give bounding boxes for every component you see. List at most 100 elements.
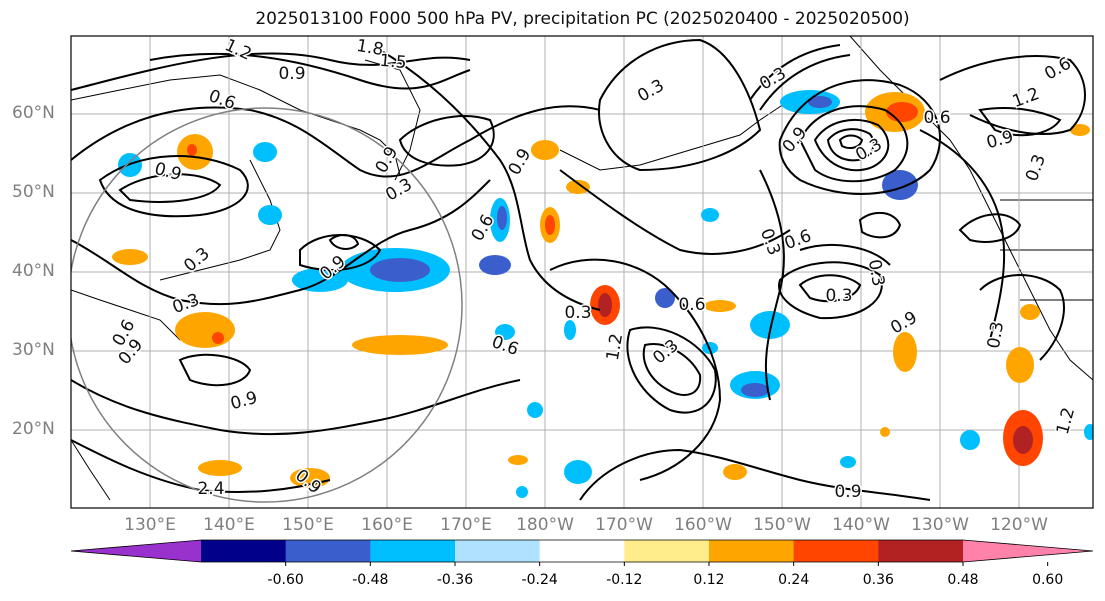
precip-negative bbox=[495, 324, 515, 340]
precip-positive-core bbox=[1013, 426, 1033, 454]
contour-label: 0.3 bbox=[864, 258, 888, 288]
contour-label: 0.3 bbox=[649, 336, 683, 369]
contour-label: 0.3 bbox=[1022, 152, 1050, 184]
colorbar-tick-label: 0.60 bbox=[1032, 572, 1064, 588]
precip-negative bbox=[516, 486, 528, 498]
longitude-label: 180°W bbox=[516, 515, 574, 535]
contour-label: 0.9 bbox=[152, 159, 183, 185]
precip-positive-core bbox=[545, 215, 555, 235]
map-plot-area: 1.2 1.81.50.90.6 0.3 0.30.91.20.60.90.30.90… bbox=[71, 35, 1093, 508]
precip-positive-core bbox=[212, 332, 224, 344]
precip-positive bbox=[198, 460, 242, 476]
precip-positive bbox=[352, 335, 448, 355]
contour-label: 0.6 bbox=[923, 108, 950, 128]
colorbar-extend-high bbox=[963, 540, 1093, 562]
contour-label-group: 1.2 1.81.50.90.6 0.3 0.30.91.20.60.90.30.90… bbox=[107, 35, 1081, 504]
precip-negative bbox=[960, 430, 980, 450]
colorbar-tick-label: 0.24 bbox=[778, 572, 810, 588]
colorbar-tick-label: -0.60 bbox=[267, 572, 304, 588]
latitude-label: 50°N bbox=[12, 182, 55, 202]
precip-negative bbox=[655, 288, 675, 308]
precip-positive bbox=[880, 427, 890, 437]
colorbar-outline bbox=[70, 539, 1094, 563]
contour-label: 0.3 bbox=[180, 244, 214, 277]
precip-positive bbox=[508, 455, 528, 465]
contour-label: 0.6 bbox=[489, 332, 521, 360]
longitude-label: 130°W bbox=[911, 515, 969, 535]
precip-positive-core bbox=[187, 144, 197, 156]
precip-negative bbox=[258, 205, 282, 225]
contour-label: 0.3 bbox=[564, 303, 591, 323]
colorbar-segment bbox=[624, 540, 710, 562]
contour-label: 1.2 bbox=[1053, 405, 1079, 436]
precip-positive bbox=[704, 300, 736, 312]
contour-label: 0.3 bbox=[984, 320, 1008, 350]
longitude-label: 170°W bbox=[595, 515, 653, 535]
colorbar-tick-label: -0.24 bbox=[521, 572, 558, 588]
precip-negative-core bbox=[497, 206, 507, 230]
precip-positive-core bbox=[598, 293, 612, 317]
longitude-label: 120°W bbox=[990, 515, 1048, 535]
colorbar-segment bbox=[370, 540, 456, 562]
colorbar-segment bbox=[878, 540, 964, 562]
precip-negative bbox=[527, 402, 543, 418]
precip-positive bbox=[1020, 304, 1040, 320]
colorbar-segment bbox=[539, 540, 625, 562]
colorbar-tick-label: -0.12 bbox=[606, 572, 643, 588]
longitude-label: 140°W bbox=[832, 515, 890, 535]
precip-positive bbox=[1006, 347, 1034, 383]
contour-label: 0.9 bbox=[228, 388, 259, 414]
map-frame bbox=[70, 35, 1094, 509]
colorbar-segment bbox=[793, 540, 879, 562]
precip-positive-core bbox=[886, 102, 918, 122]
longitude-label: 150°W bbox=[753, 515, 811, 535]
precip-negative-core bbox=[808, 96, 832, 108]
colorbar-extend-low bbox=[71, 540, 201, 562]
precip-positive bbox=[112, 249, 148, 265]
colorbar-tick-label: 0.12 bbox=[693, 572, 725, 588]
colorbar-segment bbox=[709, 540, 795, 562]
longitude-label: 160°E bbox=[361, 515, 413, 535]
contour-label: 0.6 bbox=[782, 226, 814, 254]
coastlines bbox=[71, 36, 1093, 501]
colorbar bbox=[70, 539, 1094, 566]
contour-label: 0.6 bbox=[678, 295, 705, 315]
contour-label: 0.9 bbox=[984, 127, 1015, 153]
precip-positive bbox=[566, 180, 590, 194]
latitude-label: 60°N bbox=[12, 103, 55, 123]
contour-label: 0.9 bbox=[278, 64, 305, 84]
colorbar-tick-label: 0.36 bbox=[862, 572, 894, 588]
latitude-label: 30°N bbox=[12, 340, 55, 360]
precip-positive bbox=[1070, 124, 1090, 136]
precip-negative bbox=[564, 320, 576, 340]
precip-negative bbox=[118, 153, 142, 177]
precip-negative bbox=[701, 208, 719, 222]
precip-negative-core bbox=[370, 258, 430, 282]
precip-positive bbox=[723, 464, 747, 480]
contour-label: 0.3 bbox=[634, 76, 667, 107]
precip-shading bbox=[112, 90, 1093, 498]
colorbar-tick-label: 0.48 bbox=[947, 572, 979, 588]
contour-label: 0.9 bbox=[834, 482, 861, 502]
longitude-label: 150°E bbox=[282, 515, 334, 535]
latitude-label: 40°N bbox=[12, 261, 55, 281]
precip-negative bbox=[840, 456, 856, 468]
contour-label: 2.4 bbox=[197, 479, 224, 499]
contour-label: 0.9 bbox=[887, 308, 920, 339]
latitude-label: 20°N bbox=[12, 419, 55, 439]
colorbar-segment bbox=[455, 540, 541, 562]
contour-label: 0.3 bbox=[756, 226, 784, 258]
longitude-label: 160°W bbox=[674, 515, 732, 535]
contour-label: 0.6 bbox=[1041, 54, 1074, 85]
map-title: 2025013100 F000 500 hPa PV, precipitatio… bbox=[255, 9, 910, 29]
precip-negative bbox=[564, 460, 592, 484]
precip-negative bbox=[479, 255, 511, 275]
contour-label: 1.2 bbox=[222, 35, 255, 65]
contour-label: 1.8 bbox=[355, 36, 385, 60]
precip-negative bbox=[882, 170, 918, 200]
longitude-label: 130°E bbox=[124, 515, 176, 535]
contour-label: 0.9 bbox=[372, 143, 403, 176]
colorbar-segment bbox=[285, 540, 371, 562]
precip-negative bbox=[1084, 424, 1093, 440]
